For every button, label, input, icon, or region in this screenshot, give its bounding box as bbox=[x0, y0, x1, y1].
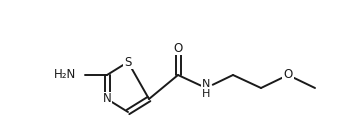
Text: N: N bbox=[103, 92, 112, 105]
Text: S: S bbox=[124, 55, 132, 69]
Text: O: O bbox=[283, 69, 293, 82]
Text: N
H: N H bbox=[202, 79, 210, 99]
Text: O: O bbox=[173, 41, 183, 55]
Text: H₂N: H₂N bbox=[54, 69, 76, 82]
